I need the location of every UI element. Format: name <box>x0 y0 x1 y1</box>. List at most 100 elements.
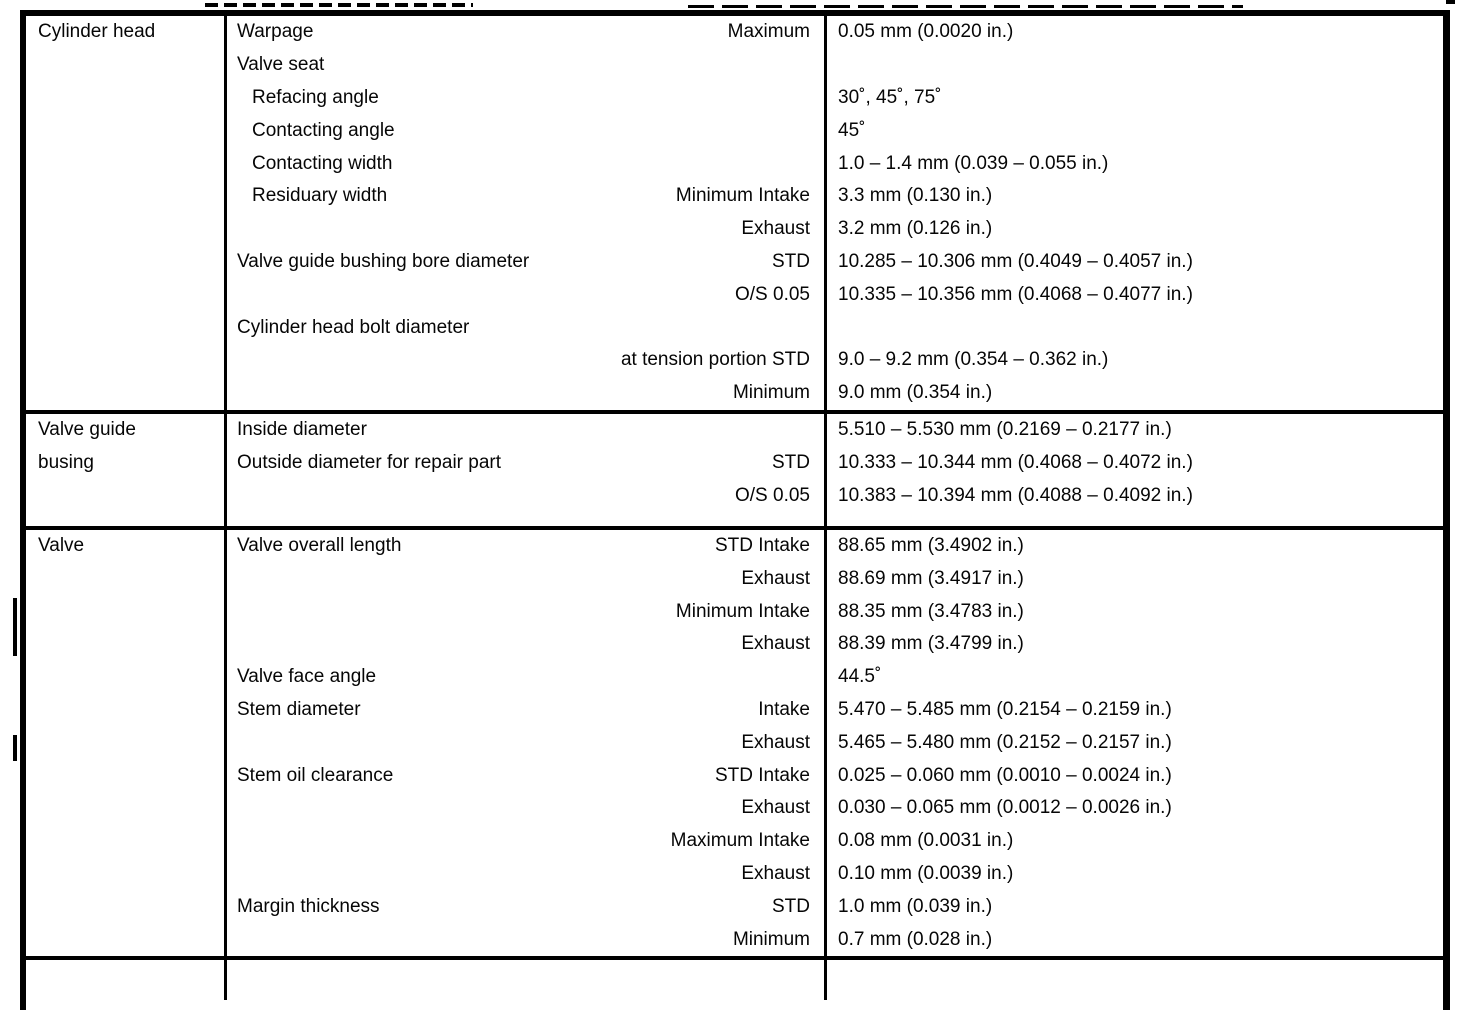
spec-row: O/S 0.05 <box>227 278 824 311</box>
component-cell: Valve <box>26 529 227 956</box>
value-cell: 10.335 – 10.356 mm (0.4068 – 0.4077 in.) <box>838 283 1193 305</box>
spec-qualifier: Exhaust <box>741 633 810 655</box>
scanned-spec-page: { "page": { "background": "#ffffff", "in… <box>13 0 1455 1010</box>
spec-qualifier: Minimum <box>732 928 810 950</box>
spec-label: Valve face angle <box>237 666 377 688</box>
spec-qualifier: Maximum <box>727 21 810 43</box>
value-cell: 3.3 mm (0.130 in.) <box>838 185 993 207</box>
component-name: busing <box>38 451 94 473</box>
spec-qualifier: Exhaust <box>741 797 810 819</box>
table-section: Cylinder head Warpage Maximum Valve seat Ref… <box>26 16 1443 414</box>
spec-qualifier: Minimum Intake <box>675 600 810 622</box>
scan-artifact <box>1446 0 1455 4</box>
spec-row: Minimum Intake <box>227 595 824 628</box>
spec-qualifier: Intake <box>758 698 810 720</box>
spec-label: Contacting angle <box>252 119 395 141</box>
spec-qualifier: STD Intake <box>714 764 810 786</box>
value-cell: 5.510 – 5.530 mm (0.2169 – 0.2177 in.) <box>838 418 1172 440</box>
spec-row: Minimum <box>227 923 824 956</box>
spec-label: Outside diameter for repair part <box>237 451 502 473</box>
spec-qualifier: STD <box>772 250 810 272</box>
spec-row: Valve face angle <box>227 661 824 694</box>
spec-row: Minimum <box>227 377 824 410</box>
component-cell: Cylinder head <box>26 16 227 410</box>
spec-row: Valve seat <box>227 49 824 82</box>
spec-row: Stem diameter Intake <box>227 694 824 727</box>
value-cell: 0.10 mm (0.0039 in.) <box>838 862 1014 884</box>
spec-qualifier: STD <box>772 451 810 473</box>
spec-row: Residuary width Minimum Intake <box>227 180 824 213</box>
value-cell: 44.5˚ <box>838 666 882 688</box>
value-cell: 5.470 – 5.485 mm (0.2154 – 0.2159 in.) <box>838 698 1172 720</box>
value-cell: 9.0 – 9.2 mm (0.354 – 0.362 in.) <box>838 349 1109 371</box>
spec-qualifier: Maximum Intake <box>670 830 810 852</box>
spec-label: Contacting width <box>252 152 393 174</box>
value-cell: 1.0 – 1.4 mm (0.039 – 0.055 in.) <box>838 152 1109 174</box>
value-cell: 88.35 mm (3.4783 in.) <box>838 600 1024 622</box>
value-cell <box>827 311 1443 344</box>
spec-row: Valve overall length STD Intake <box>227 530 824 563</box>
value-cell: 30˚, 45˚, 75˚ <box>838 86 942 108</box>
spec-column <box>227 959 827 1000</box>
value-cell: 88.39 mm (3.4799 in.) <box>838 633 1024 655</box>
value-cell: 3.2 mm (0.126 in.) <box>838 218 993 240</box>
spec-qualifier: Minimum <box>732 382 810 404</box>
spec-label: Stem oil clearance <box>237 764 394 786</box>
spec-row: O/S 0.05 <box>227 479 824 512</box>
spec-row: at tension portion STD <box>227 344 824 377</box>
spec-row: Valve guide bushing bore diameter STD <box>227 246 824 279</box>
spec-qualifier: Exhaust <box>741 567 810 589</box>
spec-row: Exhaust <box>227 726 824 759</box>
value-cell: 10.285 – 10.306 mm (0.4049 – 0.4057 in.) <box>838 250 1193 272</box>
value-cell: 0.05 mm (0.0020 in.) <box>838 21 1014 43</box>
spec-qualifier: Exhaust <box>741 218 810 240</box>
spec-qualifier: STD Intake <box>714 534 810 556</box>
spec-qualifier: Exhaust <box>741 862 810 884</box>
value-column: 5.510 – 5.530 mm (0.2169 – 0.2177 in.) 10… <box>827 414 1443 526</box>
spec-label: Cylinder head bolt diameter <box>237 316 470 338</box>
spec-row: Margin thickness STD <box>227 890 824 923</box>
component-cell <box>26 959 227 1000</box>
spec-row: Exhaust <box>227 792 824 825</box>
spec-row: Exhaust <box>227 628 824 661</box>
spec-qualifier: at tension portion STD <box>620 349 810 371</box>
spec-qualifier: Minimum Intake <box>675 185 810 207</box>
spec-label: Warpage <box>237 21 314 43</box>
spec-row: Exhaust <box>227 562 824 595</box>
spec-row: Refacing angle <box>227 82 824 115</box>
value-cell: 10.383 – 10.394 mm (0.4088 – 0.4092 in.) <box>838 484 1193 506</box>
spec-row: Outside diameter for repair part STD <box>227 446 824 479</box>
spec-column: Valve overall length STD Intake Exhaust Min… <box>227 529 827 956</box>
component-name: Valve guide <box>38 418 136 440</box>
component-cell: Valve guide busing <box>26 413 227 526</box>
value-cell: 45˚ <box>838 119 866 141</box>
spec-label: Margin thickness <box>237 895 380 917</box>
table-section <box>26 959 1443 1000</box>
scan-artifact <box>688 5 1243 8</box>
value-column: 0.05 mm (0.0020 in.) 30˚, 45˚, 75˚ 45˚ 1.0 … <box>827 16 1443 410</box>
value-cell: 88.65 mm (3.4902 in.) <box>838 534 1024 556</box>
table-section: Valve guide busing Inside diameter Outside … <box>26 413 1443 530</box>
spec-column: Inside diameter Outside diameter for repa… <box>227 413 827 526</box>
scan-artifact <box>13 598 17 656</box>
value-column: 88.65 mm (3.4902 in.) 88.69 mm (3.4917 in… <box>827 530 1443 956</box>
scan-artifact <box>205 3 473 7</box>
spec-label: Stem diameter <box>237 698 361 720</box>
spec-row: Exhaust <box>227 858 824 891</box>
spec-row: Maximum Intake <box>227 825 824 858</box>
value-cell: 0.08 mm (0.0031 in.) <box>838 830 1014 852</box>
value-cell: 5.465 – 5.480 mm (0.2152 – 0.2157 in.) <box>838 731 1172 753</box>
value-cell: 0.030 – 0.065 mm (0.0012 – 0.0026 in.) <box>838 797 1172 819</box>
spec-table: Cylinder head Warpage Maximum Valve seat Ref… <box>20 10 1450 1010</box>
spec-qualifier: STD <box>772 895 810 917</box>
spec-row: Exhaust <box>227 213 824 246</box>
spec-row: Cylinder head bolt diameter <box>227 311 824 344</box>
spec-qualifier: Exhaust <box>741 731 810 753</box>
spec-row: Stem oil clearance STD Intake <box>227 759 824 792</box>
spec-label: Valve overall length <box>237 534 402 556</box>
component-name: Valve <box>38 534 85 556</box>
scan-artifact <box>13 735 17 761</box>
spec-label: Inside diameter <box>237 418 367 440</box>
spec-qualifier: O/S 0.05 <box>735 484 810 506</box>
spec-label: Residuary width <box>252 185 388 207</box>
